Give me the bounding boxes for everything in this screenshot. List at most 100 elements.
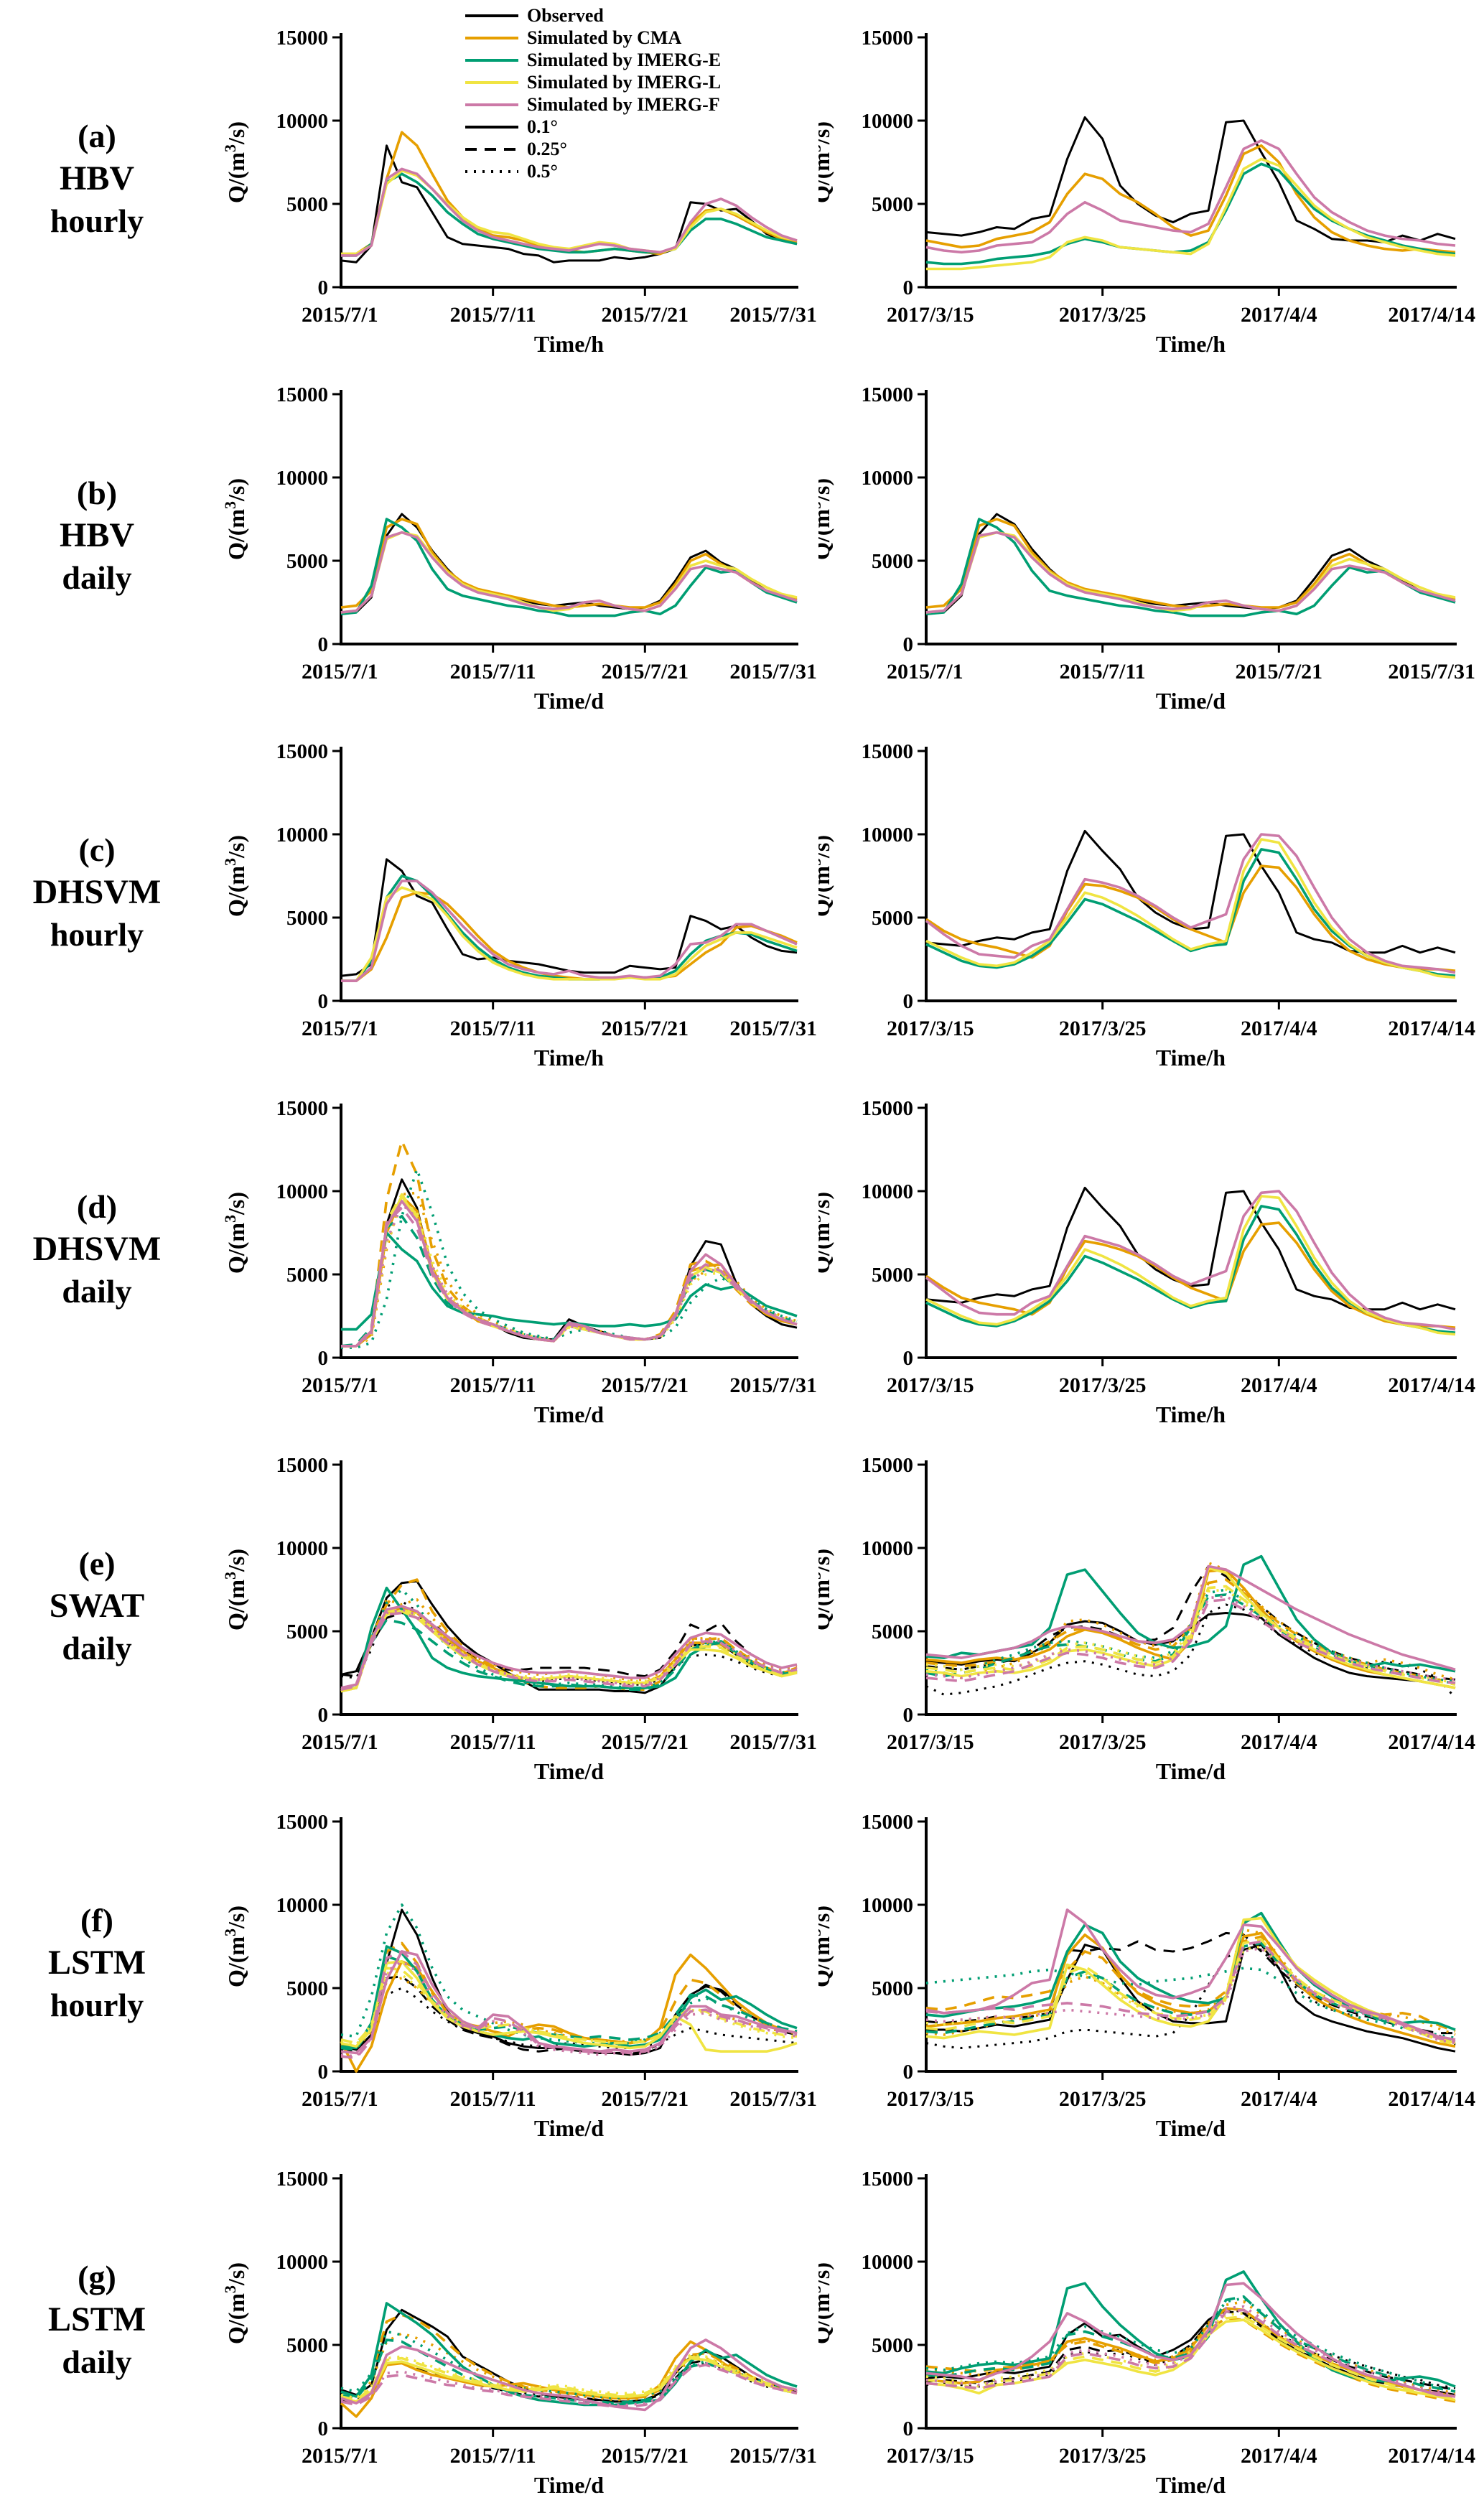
y-tick-label: 5000	[872, 1264, 913, 1287]
x-tick-label: 2015/7/1	[302, 1730, 378, 1754]
x-axis-title: Time/h	[534, 331, 604, 357]
legend-item-6: 0.25°	[464, 139, 721, 159]
chart-hbv-hourly-2017: 0 5000 10000 15000 2017/3/15 2017/3/25 2017/4/…	[818, 0, 1484, 357]
y-tick-label: 5000	[872, 550, 913, 573]
row-model: LSTM	[47, 2300, 146, 2338]
legend-line-swatch	[465, 58, 518, 62]
x-tick-label: 2017/4/14	[1388, 1730, 1475, 1754]
e-left-svg: 0 5000 10000 15000 2015/7/1 2015/7/11 2015/7/2…	[221, 1454, 818, 1784]
x-tick-label: 2015/7/21	[1235, 660, 1322, 684]
x-tick-label: 2015/7/1	[887, 660, 963, 684]
series-observed	[925, 1612, 1456, 1689]
chart-hbv-daily-2015-left: 0 5000 10000 15000 2015/7/1 2015/7/11 2015/7/2…	[194, 357, 818, 714]
series-simulated-by-imerg-l-0.1-	[925, 2318, 1456, 2402]
x-tick-label: 2015/7/21	[601, 2444, 689, 2468]
x-tick-label: 2015/7/11	[450, 303, 536, 327]
y-tick-label: 5000	[872, 1620, 913, 1643]
x-tick-label: 2015/7/11	[1060, 660, 1146, 684]
x-tick-label: 2017/4/4	[1241, 303, 1317, 327]
x-tick-label: 2015/7/21	[601, 660, 689, 684]
series-simulated-by-imerg-l-0.1-	[340, 1960, 798, 2053]
series-observed	[341, 1178, 798, 1348]
y-tick-label: 5000	[872, 907, 913, 930]
y-tick-label: 15000	[862, 1097, 914, 1120]
y-axis-title: Q/(m3/s)	[818, 1906, 834, 1987]
x-tick-label: 2015/7/31	[729, 1373, 817, 1397]
y-axis-title: Q/(m3/s)	[818, 1549, 834, 1631]
series-simulated-by-imerg-f	[925, 139, 1456, 254]
x-tick-label: 2017/4/4	[1241, 2444, 1317, 2468]
y-tick-label: 10000	[276, 467, 329, 490]
x-tick-label: 2017/4/4	[1241, 1373, 1317, 1397]
chart-swat-daily-2015: 0 5000 10000 15000 2015/7/1 2015/7/11 2015/7/2…	[194, 1427, 818, 1784]
y-tick-label: 10000	[276, 1180, 329, 1203]
x-tick-label: 2015/7/21	[601, 1017, 689, 1040]
y-tick-label: 5000	[872, 2334, 913, 2357]
x-tick-label: 2015/7/31	[729, 2444, 817, 2468]
legend-item-3: Simulated by IMERG-L	[464, 72, 721, 93]
chart-lstm-daily-2017: 0 5000 10000 15000 2017/3/15 2017/3/25 2017/4/…	[818, 2141, 1484, 2498]
y-tick-label: 5000	[872, 1977, 913, 2000]
row-timescale: daily	[62, 1629, 132, 1666]
series-simulated-by-imerg-f-0.1-	[340, 1950, 798, 2055]
row-letter: (f)	[80, 1902, 113, 1939]
series-simulated-by-imerg-e-0.5-	[340, 1588, 798, 1691]
row-model: DHSVM	[32, 1229, 162, 1268]
series-simulated-by-imerg-l	[341, 886, 798, 983]
y-tick-label: 0	[903, 2061, 914, 2084]
series-observed	[340, 513, 798, 615]
x-tick-label: 2015/7/21	[601, 1730, 689, 1754]
row-g: (g) LSTM daily 0 5000 10000 15000 2015/7/1 20…	[0, 2141, 1484, 2498]
y-tick-label: 10000	[862, 1537, 914, 1560]
e-right-svg: 0 5000 10000 15000 2017/3/15 2017/3/25 2017/4/…	[818, 1454, 1475, 1784]
y-tick-label: 0	[318, 2417, 329, 2440]
legend-item-7: 0.5°	[464, 161, 721, 182]
y-tick-label: 15000	[276, 2168, 329, 2191]
y-tick-label: 15000	[862, 1454, 914, 1477]
x-tick-label: 2017/4/4	[1241, 1017, 1317, 1040]
y-tick-label: 15000	[276, 1454, 329, 1477]
y-tick-label: 10000	[862, 1894, 914, 1917]
c-left-svg: 0 5000 10000 15000 2015/7/1 2015/7/11 2015/7/2…	[221, 740, 818, 1071]
series-simulated-by-imerg-e-0.25-	[925, 2295, 1456, 2393]
y-axis-title: Q/(m3/s)	[221, 1906, 250, 1987]
y-tick-label: 15000	[276, 740, 329, 763]
x-tick-label: 2017/4/4	[1241, 1730, 1317, 1754]
g-left-svg: 0 5000 10000 15000 2015/7/1 2015/7/11 2015/7/2…	[221, 2168, 818, 2498]
legend-line-swatch	[465, 14, 518, 17]
c-right-svg: 0 5000 10000 15000 2017/3/15 2017/3/25 2017/4/…	[818, 740, 1475, 1071]
row-label-d: (d) DHSVM daily	[0, 1071, 194, 1427]
y-tick-label: 5000	[872, 193, 913, 216]
series-observed-0.25-	[925, 1565, 1456, 1681]
y-tick-label: 15000	[276, 27, 329, 50]
series-observed	[340, 144, 798, 263]
x-tick-label: 2017/4/14	[1388, 303, 1475, 327]
series-simulated-by-imerg-f-0.25-	[340, 2363, 798, 2408]
x-axis-title: Time/d	[534, 1401, 604, 1427]
y-tick-label: 15000	[862, 383, 914, 406]
legend: Observed Simulated by CMA Simulated by IME…	[459, 4, 726, 185]
x-axis-title: Time/d	[534, 2472, 604, 2498]
x-axis-title: Time/d	[534, 688, 604, 714]
series-observed	[340, 2308, 798, 2403]
series-observed	[925, 1186, 1456, 1311]
legend-item-2: Simulated by IMERG-E	[464, 50, 721, 70]
chart-dhsvm-hourly-2017: 0 5000 10000 15000 2017/3/15 2017/3/25 2017/4/…	[818, 714, 1484, 1071]
series-simulated-by-imerg-l	[340, 531, 798, 614]
series-simulated-by-imerg-f	[925, 833, 1456, 974]
x-axis-title: Time/h	[1156, 1045, 1226, 1071]
y-axis-title: Q/(m3/s)	[221, 2262, 250, 2344]
row-letter: (a)	[78, 118, 116, 154]
row-e: (e) SWAT daily 0 5000 10000 15000 2015/7/1 20…	[0, 1427, 1484, 1784]
g-right-svg: 0 5000 10000 15000 2017/3/15 2017/3/25 2017/4/…	[818, 2168, 1475, 2498]
y-tick-label: 10000	[862, 824, 914, 846]
chart-swat-daily-2017: 0 5000 10000 15000 2017/3/15 2017/3/25 2017/4/…	[818, 1427, 1484, 1784]
x-tick-label: 2015/7/21	[601, 2087, 689, 2111]
legend-label: Simulated by IMERG-E	[527, 49, 722, 70]
series-simulated-by-imerg-e-0.25-	[340, 1618, 798, 1692]
x-tick-label: 2015/7/21	[601, 1373, 689, 1397]
y-tick-label: 5000	[286, 550, 328, 573]
series-simulated-by-cma-0.1-	[340, 2340, 798, 2418]
y-tick-label: 0	[903, 1347, 914, 1370]
legend-line-swatch	[465, 36, 518, 39]
